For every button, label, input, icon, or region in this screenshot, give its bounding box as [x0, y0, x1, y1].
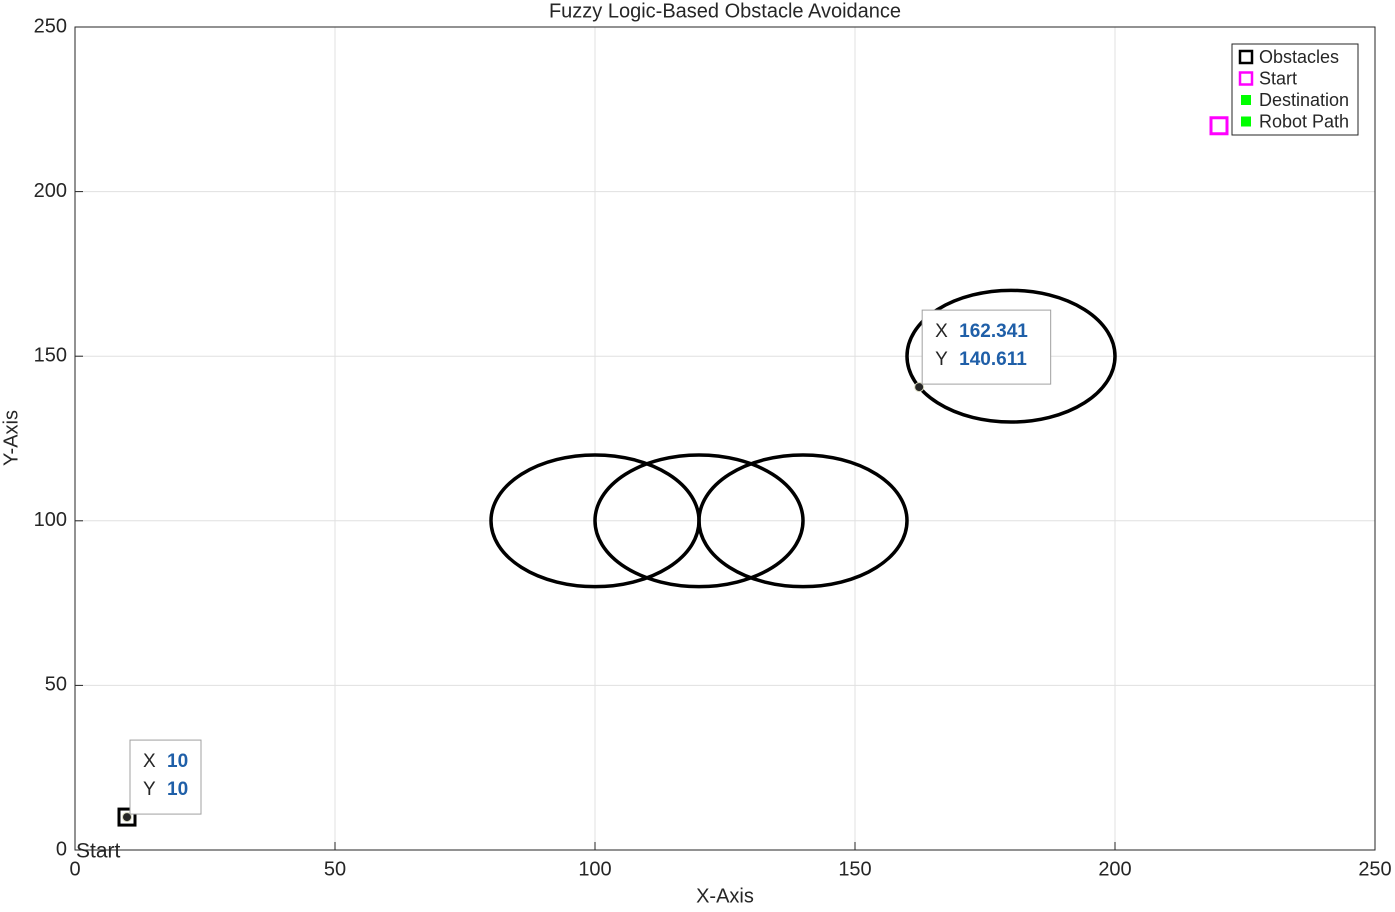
- obstacle: [593, 453, 805, 589]
- y-tick-label: 150: [34, 344, 67, 366]
- obstacle: [697, 453, 909, 589]
- x-tick-label: 0: [69, 858, 80, 880]
- legend-marker: [1241, 116, 1251, 127]
- y-tick-label: 250: [34, 15, 67, 37]
- data-tip-name: X: [143, 751, 156, 772]
- legend-label: Robot Path: [1259, 111, 1349, 131]
- data-tip-value: 10: [167, 751, 188, 772]
- x-tick-label: 200: [1098, 858, 1131, 880]
- data-tip-box: [921, 309, 1052, 385]
- data-tip-value: 140.611: [959, 349, 1027, 370]
- x-tick-label: 50: [324, 858, 346, 880]
- data-tip-value: 162.341: [959, 321, 1028, 342]
- destination-marker: [1209, 116, 1229, 136]
- data-tip-point: [914, 382, 925, 393]
- start-label: Start: [76, 840, 121, 863]
- y-tick-label: 50: [45, 674, 67, 696]
- x-tick-label: 250: [1358, 858, 1391, 880]
- legend-label: Destination: [1259, 90, 1349, 110]
- y-axis-label: Y-Axis: [0, 410, 22, 466]
- axes-box: [74, 26, 1376, 851]
- x-axis-label: X-Axis: [696, 885, 754, 907]
- legend-label: Obstacles: [1259, 47, 1339, 67]
- data-tip-name: Y: [143, 779, 156, 800]
- start-marker: [117, 807, 137, 827]
- data-tip-value: 10: [167, 779, 188, 800]
- data-tip: X 162.341 Y 140.611: [921, 309, 1052, 385]
- obstacle: [905, 288, 1117, 424]
- chart-title: Fuzzy Logic-Based Obstacle Avoidance: [549, 0, 901, 22]
- y-tick-label: 0: [56, 838, 67, 860]
- data-tip-point: [122, 812, 132, 823]
- x-tick-label: 100: [578, 858, 611, 880]
- legend-label: Start: [1259, 68, 1297, 88]
- data-tip-name: X: [935, 321, 948, 342]
- data-tip: X 10 Y 10: [129, 739, 202, 815]
- legend-marker: [1238, 71, 1254, 86]
- y-tick-label: 100: [34, 509, 67, 531]
- data-tip-name: Y: [935, 349, 948, 370]
- legend-marker: [1238, 49, 1254, 65]
- legend-marker: [1241, 95, 1251, 105]
- y-tick-label: 200: [34, 180, 67, 202]
- x-tick-label: 150: [838, 858, 871, 880]
- data-tip-box: [129, 739, 202, 815]
